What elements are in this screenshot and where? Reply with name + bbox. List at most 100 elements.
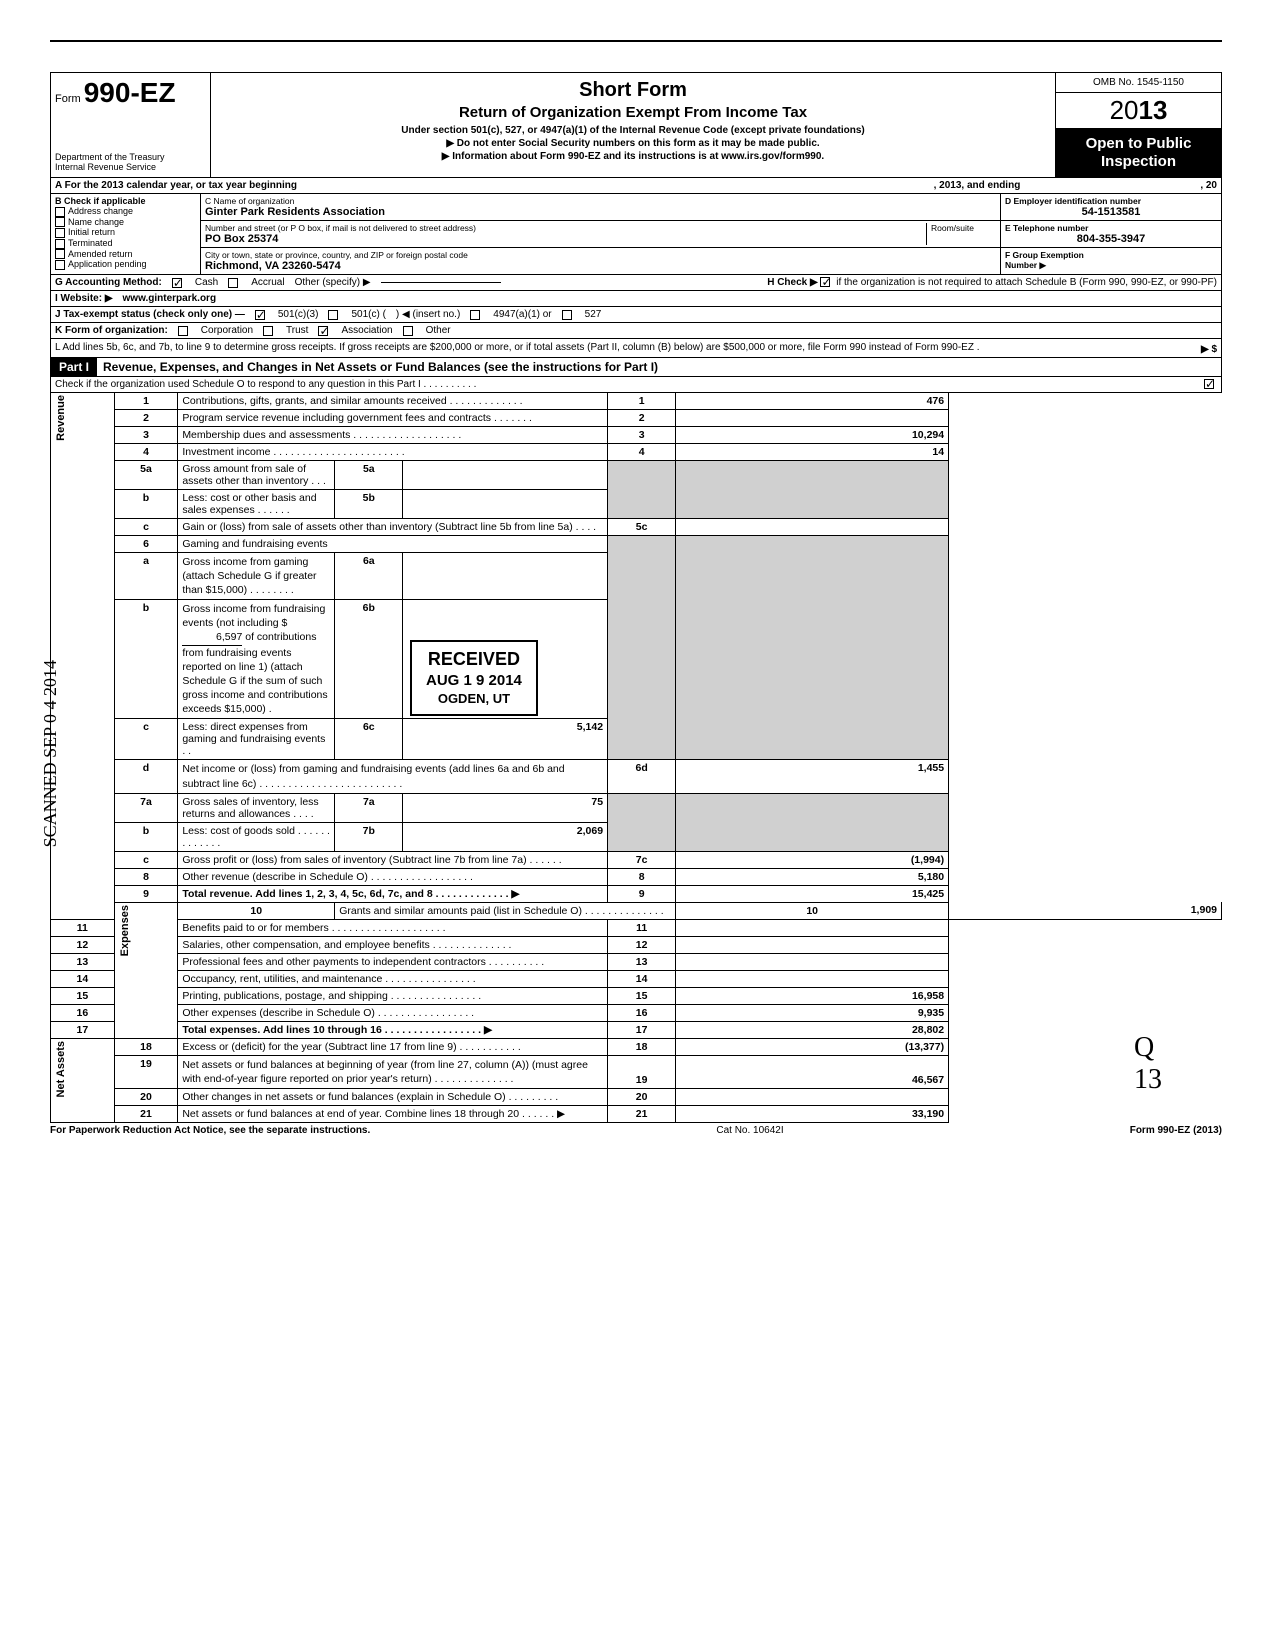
j-4947-checkbox[interactable]	[470, 310, 480, 320]
row-i-website: I Website: ▶ www.ginterpark.org	[50, 291, 1222, 307]
year-bold: 13	[1139, 95, 1168, 125]
row-a-suffix: , 20	[1200, 180, 1217, 191]
e-label: E Telephone number	[1005, 223, 1217, 233]
e-value: 804-355-3947	[1005, 233, 1217, 245]
line-3: 3Membership dues and assessments . . . .…	[51, 426, 1222, 443]
under-section: Under section 501(c), 527, or 4947(a)(1)…	[219, 125, 1047, 136]
c-addr-value: PO Box 25374	[205, 233, 926, 245]
c-city-value: Richmond, VA 23260-5474	[205, 260, 996, 272]
k-assoc-checkbox[interactable]	[318, 326, 328, 336]
line-5a: 5aGross amount from sale of assets other…	[51, 460, 1222, 489]
net-assets-section-label: Net Assets	[55, 1041, 67, 1097]
g-other: Other (specify) ▶	[295, 277, 371, 288]
k-trust-checkbox[interactable]	[263, 326, 273, 336]
short-form-title: Short Form	[219, 79, 1047, 102]
c-addr-label: Number and street (or P O box, if mail i…	[205, 223, 926, 233]
c-name-label: C Name of organization	[205, 196, 996, 206]
b-opt-application-pending[interactable]: Application pending	[55, 259, 196, 270]
c-name-value: Ginter Park Residents Association	[205, 206, 996, 218]
line-16: 16Other expenses (describe in Schedule O…	[51, 1004, 1222, 1021]
top-rule	[50, 40, 1222, 42]
row-a-prefix: A For the 2013 calendar year, or tax yea…	[55, 180, 297, 191]
j-501c3: 501(c)(3)	[278, 309, 319, 320]
info-url: ▶ Information about Form 990-EZ and its …	[219, 151, 1047, 162]
header-left: Form 990-EZ Department of the Treasury I…	[51, 73, 211, 177]
row-a-tax-year: A For the 2013 calendar year, or tax yea…	[50, 178, 1222, 194]
g-accrual-checkbox[interactable]	[228, 278, 238, 288]
g-accrual: Accrual	[251, 277, 284, 288]
h-tail: if the organization is not required to a…	[836, 277, 1217, 288]
part1-schedule-o-checkbox[interactable]	[1204, 379, 1214, 389]
part1-title: Revenue, Expenses, and Changes in Net As…	[97, 358, 1221, 376]
line-15: 15Printing, publications, postage, and s…	[51, 987, 1222, 1004]
col-cd: C Name of organization Ginter Park Resid…	[201, 194, 1221, 274]
col-b-checkboxes: B Check if applicable Address change Nam…	[51, 194, 201, 274]
k-corp: Corporation	[201, 325, 253, 336]
line-18: Net Assets 18Excess or (deficit) for the…	[51, 1038, 1222, 1055]
row-name: C Name of organization Ginter Park Resid…	[201, 194, 1221, 221]
j-527: 527	[585, 309, 602, 320]
row-city: City or town, state or province, country…	[201, 248, 1221, 274]
row-l: L Add lines 5b, 6c, and 7b, to line 9 to…	[50, 339, 1222, 358]
line-9: 9Total revenue. Add lines 1, 2, 3, 4, 5c…	[51, 885, 1222, 902]
b-opt-amended-return[interactable]: Amended return	[55, 249, 196, 260]
f-group: F Group Exemption Number ▶	[1001, 248, 1221, 274]
i-value: www.ginterpark.org	[123, 293, 217, 304]
line-13: 13Professional fees and other payments t…	[51, 953, 1222, 970]
part1-check-row: Check if the organization used Schedule …	[50, 377, 1222, 393]
line-6: 6Gaming and fundraising events	[51, 535, 1222, 552]
form-990ez-page: Form 990-EZ Department of the Treasury I…	[50, 40, 1222, 1136]
k-corp-checkbox[interactable]	[178, 326, 188, 336]
d-ein: D Employer identification number 54-1513…	[1001, 194, 1221, 220]
k-trust: Trust	[286, 325, 308, 336]
b-opt-name-change[interactable]: Name change	[55, 217, 196, 228]
j-527-checkbox[interactable]	[562, 310, 572, 320]
h-checkbox[interactable]	[820, 277, 830, 287]
i-label: I Website: ▶	[55, 293, 113, 304]
form-label: Form	[55, 93, 81, 105]
line-17: 17Total expenses. Add lines 10 through 1…	[51, 1021, 1222, 1038]
lines-table: Revenue 1Contributions, gifts, grants, a…	[50, 393, 1222, 1124]
j-insert: ) ◀ (insert no.)	[396, 309, 460, 320]
line-20: 20Other changes in net assets or fund ba…	[51, 1089, 1222, 1106]
scanned-stamp: SCANNED SEP 0 4 2014	[40, 660, 61, 847]
revenue-section-label: Revenue	[55, 395, 67, 441]
row-g-h: G Accounting Method: Cash Accrual Other …	[50, 275, 1222, 291]
ssn-warning: ▶ Do not enter Social Security numbers o…	[219, 138, 1047, 149]
line-6d: dNet income or (loss) from gaming and fu…	[51, 760, 1222, 793]
department: Department of the Treasury Internal Reve…	[55, 153, 206, 173]
b-opt-initial-return[interactable]: Initial return	[55, 227, 196, 238]
section-bcdef: B Check if applicable Address change Nam…	[50, 194, 1222, 275]
f-label: F Group Exemption	[1005, 250, 1217, 260]
line-7a: 7aGross sales of inventory, less returns…	[51, 793, 1222, 822]
row-a-mid: , 2013, and ending	[934, 180, 1021, 191]
return-subtitle: Return of Organization Exempt From Incom…	[219, 104, 1047, 121]
line-4: 4Investment income . . . . . . . . . . .…	[51, 443, 1222, 460]
room-label: Room/suite	[931, 223, 996, 233]
form-number-bold: 990-EZ	[84, 77, 176, 108]
footer-right: Form 990-EZ (2013)	[1130, 1125, 1222, 1136]
handwritten-marks: Q 13	[1134, 1032, 1162, 1096]
l-arrow: ▶ $	[1201, 344, 1217, 355]
k-label: K Form of organization:	[55, 325, 168, 336]
part1-header-row: Part I Revenue, Expenses, and Changes in…	[50, 358, 1222, 377]
line-7c: cGross profit or (loss) from sales of in…	[51, 851, 1222, 868]
k-other-checkbox[interactable]	[403, 326, 413, 336]
row-j-tax-exempt: J Tax-exempt status (check only one) — 5…	[50, 307, 1222, 323]
j-501c3-checkbox[interactable]	[255, 310, 265, 320]
c-name: C Name of organization Ginter Park Resid…	[201, 194, 1001, 220]
f-num: Number ▶	[1005, 260, 1217, 271]
b-opt-terminated[interactable]: Terminated	[55, 238, 196, 249]
b-opt-address-change[interactable]: Address change	[55, 206, 196, 217]
footer-left: For Paperwork Reduction Act Notice, see …	[50, 1125, 370, 1136]
g-label: G Accounting Method:	[55, 277, 162, 288]
b-header: B Check if applicable	[55, 196, 196, 206]
g-cash-checkbox[interactable]	[172, 278, 182, 288]
part1-label: Part I	[51, 358, 97, 376]
footer: For Paperwork Reduction Act Notice, see …	[50, 1123, 1222, 1136]
expenses-section-label: Expenses	[119, 905, 131, 956]
line-5c: cGain or (loss) from sale of assets othe…	[51, 518, 1222, 535]
line-11: 11Benefits paid to or for members . . . …	[51, 919, 1222, 936]
j-501c-checkbox[interactable]	[328, 310, 338, 320]
l-text: L Add lines 5b, 6c, and 7b, to line 9 to…	[55, 341, 1201, 355]
